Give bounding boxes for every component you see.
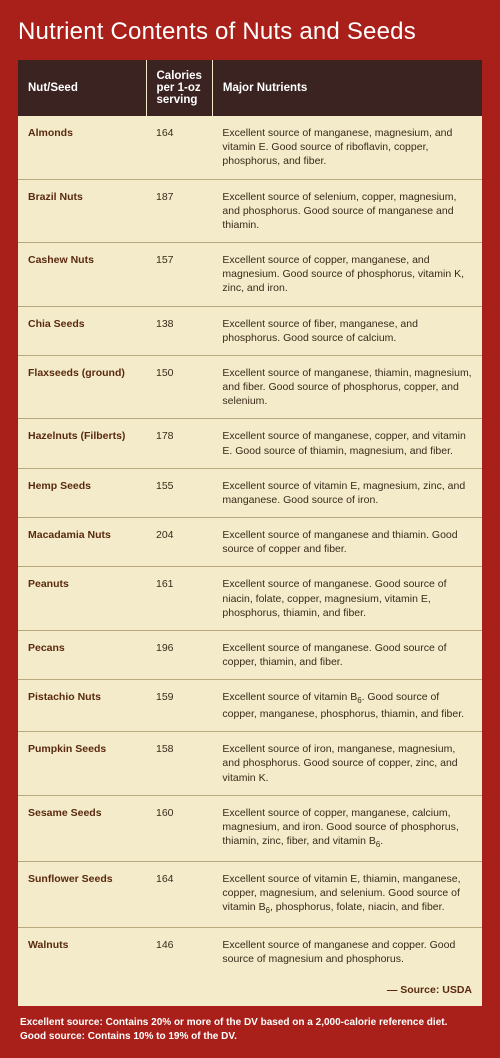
table-row: Hemp Seeds155Excellent source of vitamin… bbox=[18, 468, 482, 517]
cell-name: Pumpkin Seeds bbox=[18, 732, 146, 796]
col-header-name: Nut/Seed bbox=[18, 60, 146, 116]
cell-calories: 160 bbox=[146, 795, 212, 861]
cell-calories: 157 bbox=[146, 243, 212, 307]
table-source: — Source: USDA bbox=[18, 976, 482, 1006]
col-header-nutrients: Major Nutrients bbox=[212, 60, 482, 116]
cell-calories: 164 bbox=[146, 116, 212, 179]
cell-nutrients: Excellent source of manganese, magnesium… bbox=[212, 116, 482, 179]
cell-nutrients: Excellent source of iron, manganese, mag… bbox=[212, 732, 482, 796]
cell-nutrients: Excellent source of manganese, copper, a… bbox=[212, 419, 482, 468]
cell-calories: 196 bbox=[146, 630, 212, 679]
table-header-row: Nut/Seed Calories per 1-oz serving Major… bbox=[18, 60, 482, 116]
table-row: Flaxseeds (ground)150Excellent source of… bbox=[18, 355, 482, 419]
outer-panel: Nutrient Contents of Nuts and Seeds Nut/… bbox=[0, 0, 500, 1058]
nutrient-table: Nut/Seed Calories per 1-oz serving Major… bbox=[18, 60, 482, 976]
cell-nutrients: Excellent source of manganese and copper… bbox=[212, 927, 482, 976]
cell-name: Almonds bbox=[18, 116, 146, 179]
table-row: Sunflower Seeds164Excellent source of vi… bbox=[18, 861, 482, 927]
cell-calories: 159 bbox=[146, 680, 212, 732]
table-row: Pecans196Excellent source of manganese. … bbox=[18, 630, 482, 679]
cell-nutrients: Excellent source of fiber, manganese, an… bbox=[212, 306, 482, 355]
table-row: Sesame Seeds160Excellent source of coppe… bbox=[18, 795, 482, 861]
cell-name: Walnuts bbox=[18, 927, 146, 976]
cell-calories: 164 bbox=[146, 861, 212, 927]
page-title: Nutrient Contents of Nuts and Seeds bbox=[18, 18, 482, 46]
cell-calories: 146 bbox=[146, 927, 212, 976]
table-row: Chia Seeds138Excellent source of fiber, … bbox=[18, 306, 482, 355]
cell-name: Pecans bbox=[18, 630, 146, 679]
table-row: Walnuts146Excellent source of manganese … bbox=[18, 927, 482, 976]
cell-name: Macadamia Nuts bbox=[18, 518, 146, 567]
cell-calories: 138 bbox=[146, 306, 212, 355]
cell-name: Sesame Seeds bbox=[18, 795, 146, 861]
cell-name: Cashew Nuts bbox=[18, 243, 146, 307]
cell-nutrients: Excellent source of manganese. Good sour… bbox=[212, 630, 482, 679]
cell-calories: 155 bbox=[146, 468, 212, 517]
table-row: Hazelnuts (Filberts)178Excellent source … bbox=[18, 419, 482, 468]
table-row: Almonds164Excellent source of manganese,… bbox=[18, 116, 482, 179]
cell-nutrients: Excellent source of vitamin E, thiamin, … bbox=[212, 861, 482, 927]
cell-nutrients: Excellent source of copper, manganese, c… bbox=[212, 795, 482, 861]
table-row: Brazil Nuts187Excellent source of seleni… bbox=[18, 179, 482, 243]
table-row: Cashew Nuts157Excellent source of copper… bbox=[18, 243, 482, 307]
cell-name: Sunflower Seeds bbox=[18, 861, 146, 927]
table-row: Pumpkin Seeds158Excellent source of iron… bbox=[18, 732, 482, 796]
cell-name: Hemp Seeds bbox=[18, 468, 146, 517]
cell-calories: 150 bbox=[146, 355, 212, 419]
cell-nutrients: Excellent source of manganese, thiamin, … bbox=[212, 355, 482, 419]
col-header-calories: Calories per 1-oz serving bbox=[146, 60, 212, 116]
cell-calories: 178 bbox=[146, 419, 212, 468]
table-container: Nut/Seed Calories per 1-oz serving Major… bbox=[18, 60, 482, 1006]
table-row: Peanuts161Excellent source of manganese.… bbox=[18, 567, 482, 631]
cell-name: Hazelnuts (Filberts) bbox=[18, 419, 146, 468]
footnote-line-2: Good source: Contains 10% to 19% of the … bbox=[20, 1030, 480, 1044]
footnote: Excellent source: Contains 20% or more o… bbox=[18, 1016, 482, 1044]
cell-name: Pistachio Nuts bbox=[18, 680, 146, 732]
cell-calories: 158 bbox=[146, 732, 212, 796]
cell-nutrients: Excellent source of manganese. Good sour… bbox=[212, 567, 482, 631]
cell-nutrients: Excellent source of vitamin B6. Good sou… bbox=[212, 680, 482, 732]
cell-name: Flaxseeds (ground) bbox=[18, 355, 146, 419]
table-body: Almonds164Excellent source of manganese,… bbox=[18, 116, 482, 976]
cell-name: Chia Seeds bbox=[18, 306, 146, 355]
table-row: Macadamia Nuts204Excellent source of man… bbox=[18, 518, 482, 567]
cell-nutrients: Excellent source of manganese and thiami… bbox=[212, 518, 482, 567]
cell-name: Brazil Nuts bbox=[18, 179, 146, 243]
cell-name: Peanuts bbox=[18, 567, 146, 631]
cell-nutrients: Excellent source of copper, manganese, a… bbox=[212, 243, 482, 307]
cell-calories: 187 bbox=[146, 179, 212, 243]
table-row: Pistachio Nuts159Excellent source of vit… bbox=[18, 680, 482, 732]
cell-calories: 204 bbox=[146, 518, 212, 567]
cell-calories: 161 bbox=[146, 567, 212, 631]
cell-nutrients: Excellent source of vitamin E, magnesium… bbox=[212, 468, 482, 517]
footnote-line-1: Excellent source: Contains 20% or more o… bbox=[20, 1016, 480, 1030]
cell-nutrients: Excellent source of selenium, copper, ma… bbox=[212, 179, 482, 243]
